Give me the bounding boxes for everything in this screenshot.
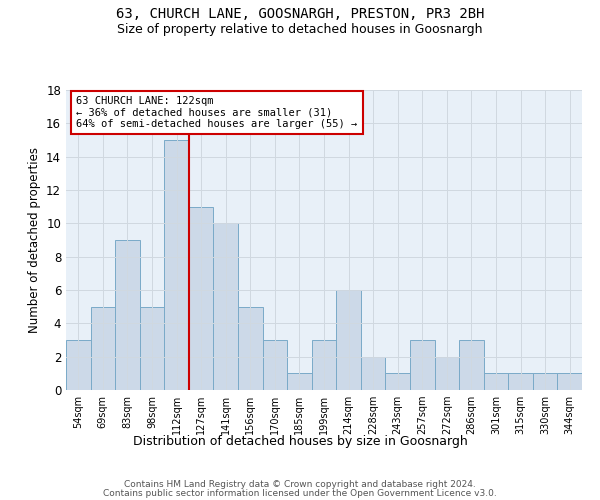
- Bar: [66, 340, 91, 390]
- Bar: [189, 206, 214, 390]
- Bar: [214, 224, 238, 390]
- Text: 63 CHURCH LANE: 122sqm
← 36% of detached houses are smaller (31)
64% of semi-det: 63 CHURCH LANE: 122sqm ← 36% of detached…: [76, 96, 358, 129]
- Y-axis label: Number of detached properties: Number of detached properties: [28, 147, 41, 333]
- Bar: [385, 374, 410, 390]
- Bar: [508, 374, 533, 390]
- Text: Distribution of detached houses by size in Goosnargh: Distribution of detached houses by size …: [133, 435, 467, 448]
- Bar: [312, 340, 336, 390]
- Bar: [164, 140, 189, 390]
- Text: 63, CHURCH LANE, GOOSNARGH, PRESTON, PR3 2BH: 63, CHURCH LANE, GOOSNARGH, PRESTON, PR3…: [116, 8, 484, 22]
- Bar: [533, 374, 557, 390]
- Bar: [484, 374, 508, 390]
- Bar: [287, 374, 312, 390]
- Bar: [434, 356, 459, 390]
- Text: Contains public sector information licensed under the Open Government Licence v3: Contains public sector information licen…: [103, 489, 497, 498]
- Bar: [557, 374, 582, 390]
- Bar: [361, 356, 385, 390]
- Bar: [91, 306, 115, 390]
- Bar: [115, 240, 140, 390]
- Text: Size of property relative to detached houses in Goosnargh: Size of property relative to detached ho…: [117, 22, 483, 36]
- Bar: [263, 340, 287, 390]
- Bar: [238, 306, 263, 390]
- Bar: [459, 340, 484, 390]
- Bar: [336, 290, 361, 390]
- Bar: [140, 306, 164, 390]
- Bar: [410, 340, 434, 390]
- Text: Contains HM Land Registry data © Crown copyright and database right 2024.: Contains HM Land Registry data © Crown c…: [124, 480, 476, 489]
